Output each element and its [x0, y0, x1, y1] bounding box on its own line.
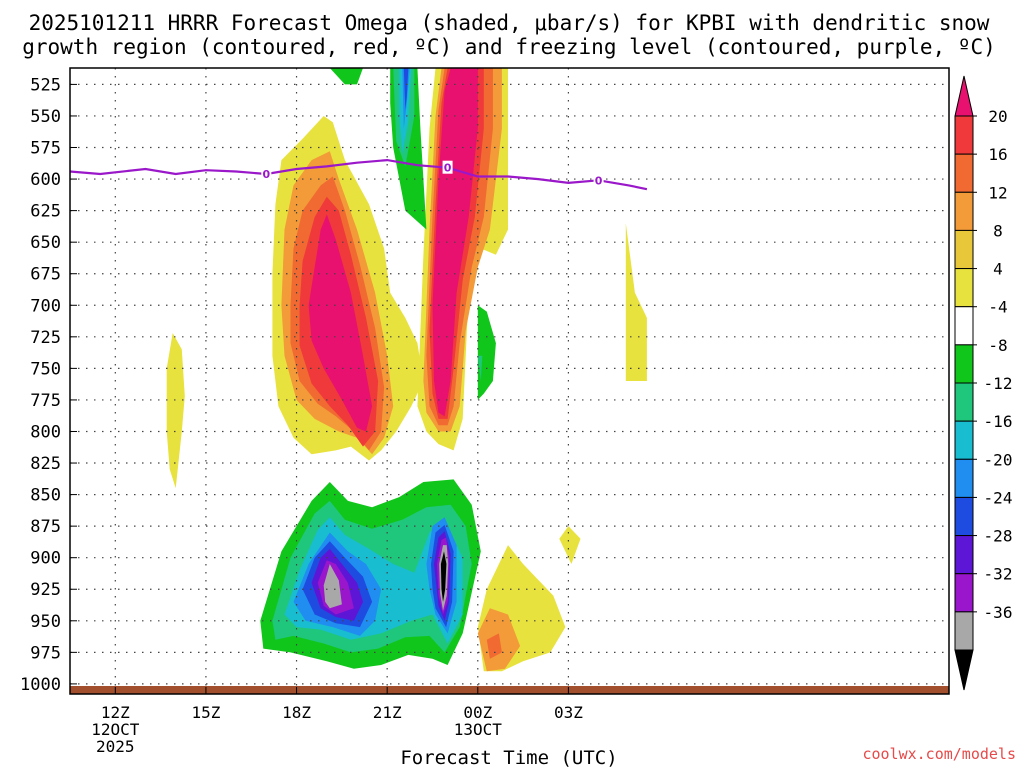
y-tick-label: 975	[30, 643, 61, 663]
x-tick-label: 21Z	[373, 703, 402, 722]
colorbar-label: -20	[984, 450, 1013, 469]
colorbar-box	[954, 420, 974, 460]
freezing-label-bg	[261, 167, 272, 181]
y-tick-label: 600	[30, 170, 61, 190]
omega-region-23	[486, 633, 502, 659]
colorbar-box	[954, 382, 974, 422]
colorbar-label: -36	[984, 603, 1013, 622]
chart-title-line1: 2025101211 HRRR Forecast Omega (shaded, …	[29, 11, 990, 35]
colorbar-label: -4	[988, 298, 1007, 317]
y-tick-label: 650	[30, 233, 61, 253]
colorbar-box	[954, 611, 974, 651]
colorbar-label: -32	[984, 565, 1013, 584]
x-tick-label: 13OCT	[454, 720, 503, 739]
y-tick-label: 875	[30, 517, 61, 537]
colorbar-label: 20	[988, 107, 1007, 126]
y-tick-label: 575	[30, 139, 61, 159]
omega-region-20	[559, 526, 581, 564]
x-tick-label: 03Z	[554, 703, 583, 722]
x-tick-label: 15Z	[191, 703, 220, 722]
omega-region-15	[403, 68, 409, 110]
y-tick-label: 800	[30, 422, 61, 442]
x-tick-label: 12OCT	[91, 720, 140, 739]
y-tick-label: 725	[30, 328, 61, 348]
freezing-label-bg	[442, 160, 453, 174]
colorbar-box	[954, 115, 974, 155]
y-tick-label: 775	[30, 391, 61, 411]
x-tick-label: 00Z	[463, 703, 492, 722]
credit-link[interactable]: coolwx.com/models	[862, 745, 1016, 763]
y-tick-label: 525	[30, 75, 61, 95]
omega-region-5	[308, 214, 373, 432]
colorbar-label: -16	[984, 412, 1013, 431]
freezing-level-line	[70, 158, 648, 191]
colorbar-bottom-triangle	[954, 649, 974, 691]
omega-region-16	[329, 68, 363, 85]
freezing-level-label: 0	[595, 174, 603, 187]
colorbar-box	[954, 229, 974, 270]
freezing-level-label: 0	[444, 162, 452, 175]
y-tick-label: 925	[30, 580, 61, 600]
omega-region-19	[625, 223, 647, 381]
colorbar-label: -8	[988, 336, 1007, 355]
y-tick-label: 750	[30, 359, 61, 379]
plot-frame	[69, 67, 950, 695]
omega-region-37	[440, 551, 447, 602]
colorbar-label: -28	[984, 527, 1013, 546]
colorbar-label: -24	[984, 488, 1013, 507]
colorbar-box	[954, 191, 974, 231]
colorbar-box	[954, 268, 974, 308]
y-tick-label: 950	[30, 612, 61, 632]
y-tick-label: 850	[30, 486, 61, 506]
omega-shading	[166, 68, 647, 672]
colorbar-box	[954, 496, 974, 537]
y-tick-label: 700	[30, 296, 61, 316]
colorbar-label: 12	[988, 183, 1007, 202]
freezing-level-label: 0	[263, 168, 271, 181]
surface-ground	[70, 686, 949, 694]
omega-region-0	[166, 333, 185, 489]
freezing-label-bg	[593, 173, 604, 187]
colorbar-box	[954, 344, 974, 384]
y-tick-label: 675	[30, 265, 61, 285]
x-tick-label: 18Z	[282, 703, 311, 722]
omega-region-18	[477, 355, 483, 381]
colorbar-label: 16	[988, 145, 1007, 164]
colorbar-top-triangle	[954, 75, 974, 117]
y-tick-label: 825	[30, 454, 61, 474]
x-axis-label: Forecast Time (UTC)	[400, 747, 617, 768]
colorbar-box	[954, 573, 974, 613]
y-axis: 525 550 575 600 625 650 675 700 725 750 775 800 825 8…	[20, 75, 77, 695]
x-tick-label: 12Z	[101, 703, 130, 722]
colorbar-box	[954, 153, 974, 193]
colorbar-label: -12	[984, 374, 1013, 393]
colorbar-box	[954, 306, 974, 346]
omega-region-35	[323, 564, 342, 609]
colorbar-label: 4	[993, 260, 1003, 279]
colorbar-label: 8	[993, 221, 1003, 240]
y-tick-label: 625	[30, 202, 61, 222]
colorbar: 20 16 12 8 4 -4 -8 -12 -16 -20 -24 -28 -32 -36	[954, 75, 1013, 691]
chart-title-line2: growth region (contoured, red, ºC) and f…	[22, 35, 996, 59]
colorbar-box	[954, 458, 974, 498]
omega-region-17	[477, 305, 496, 400]
y-tick-label: 1000	[20, 675, 61, 695]
x-tick-label: 2025	[96, 737, 135, 756]
colorbar-box	[954, 535, 974, 575]
freezing-level: 0 0 0	[70, 158, 648, 191]
y-tick-label: 550	[30, 107, 61, 127]
y-tick-label: 900	[30, 549, 61, 569]
